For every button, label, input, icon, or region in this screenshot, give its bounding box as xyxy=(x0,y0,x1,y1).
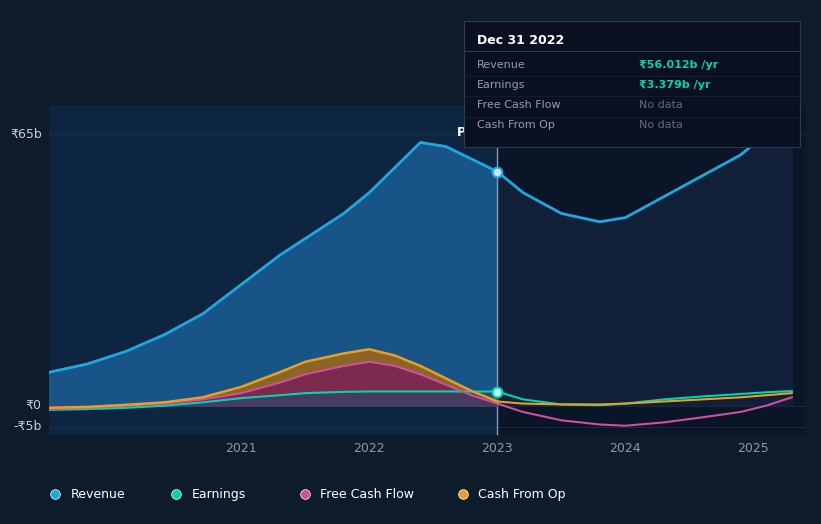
Text: Free Cash Flow: Free Cash Flow xyxy=(320,488,414,501)
Text: Cash From Op: Cash From Op xyxy=(477,121,555,130)
Text: No data: No data xyxy=(639,121,683,130)
Text: Analysts Forecasts: Analysts Forecasts xyxy=(510,126,626,139)
Bar xyxy=(49,105,498,435)
Text: No data: No data xyxy=(639,100,683,110)
Text: Earnings: Earnings xyxy=(191,488,245,501)
Text: Cash From Op: Cash From Op xyxy=(479,488,566,501)
Text: Earnings: Earnings xyxy=(477,80,525,90)
Text: ₹3.379b /yr: ₹3.379b /yr xyxy=(639,80,710,90)
Text: Revenue: Revenue xyxy=(71,488,126,501)
Bar xyxy=(498,105,805,435)
Text: Dec 31 2022: Dec 31 2022 xyxy=(477,34,565,47)
Text: ₹65b: ₹65b xyxy=(10,127,42,140)
Text: Past: Past xyxy=(456,126,487,139)
Text: ₹0: ₹0 xyxy=(25,399,42,412)
Text: -₹5b: -₹5b xyxy=(13,420,42,433)
Text: ₹56.012b /yr: ₹56.012b /yr xyxy=(639,60,718,70)
Text: Free Cash Flow: Free Cash Flow xyxy=(477,100,561,110)
Text: Revenue: Revenue xyxy=(477,60,526,70)
